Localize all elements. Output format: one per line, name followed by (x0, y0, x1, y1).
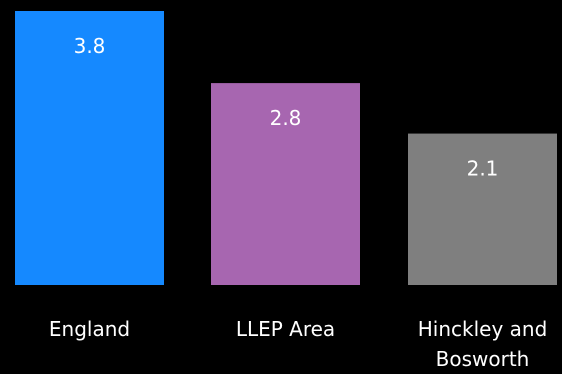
bars-group (15, 11, 557, 286)
category-label-line: Hinckley and (418, 317, 548, 341)
bar-1 (211, 83, 360, 286)
category-label-line: LLEP Area (236, 317, 335, 341)
value-label-2: 2.1 (467, 157, 499, 181)
category-label-1: LLEP Area (236, 317, 335, 341)
value-label-1: 2.8 (270, 106, 302, 130)
category-label-line: Bosworth (436, 347, 530, 371)
value-label-0: 3.8 (74, 34, 106, 58)
category-label-line: England (49, 317, 130, 341)
category-label-0: England (49, 317, 130, 341)
bar-2 (408, 133, 557, 285)
category-labels-group: England LLEP Area Hinckley and Bosworth (49, 317, 547, 371)
value-labels-group: 3.8 2.8 2.1 (74, 34, 499, 181)
category-label-2: Hinckley and Bosworth (418, 317, 548, 371)
bar-0 (15, 11, 164, 285)
